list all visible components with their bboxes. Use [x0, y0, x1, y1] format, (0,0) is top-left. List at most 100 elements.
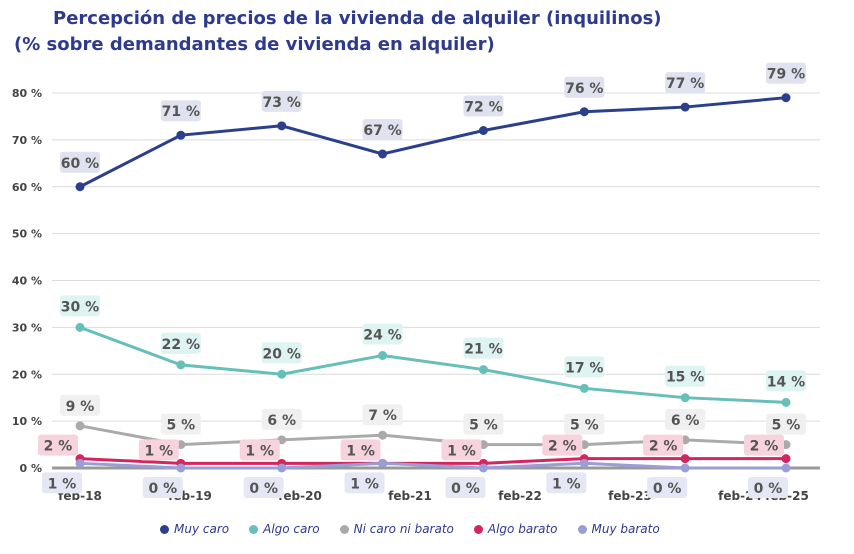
- data-point: [75, 182, 85, 192]
- data-label: 24 %: [363, 328, 401, 344]
- x-tick-label: feb-23: [608, 489, 652, 503]
- data-label-bg: [441, 439, 482, 461]
- data-label: 1 %: [447, 443, 476, 459]
- y-tick-label: 40 %: [12, 275, 42, 288]
- data-label: 20 %: [263, 346, 301, 362]
- data-label-bg: [60, 394, 100, 416]
- data-point: [378, 430, 388, 440]
- data-label: 60 %: [61, 156, 99, 172]
- data-label-bg: [766, 62, 806, 84]
- data-label: 1 %: [245, 443, 274, 459]
- data-label: 7 %: [368, 408, 397, 424]
- data-label-bg: [744, 434, 784, 456]
- data-label-bg: [142, 477, 183, 498]
- legend-item: Muy caro: [160, 522, 229, 536]
- data-point: [75, 421, 85, 431]
- data-label-bg: [42, 472, 82, 494]
- data-label: 1 %: [346, 443, 375, 459]
- data-label-bg: [463, 95, 504, 117]
- legend-label: Ni caro ni barato: [353, 522, 454, 536]
- data-label: 0 %: [451, 481, 480, 497]
- legend-marker-icon: [473, 524, 483, 534]
- data-point: [176, 360, 186, 370]
- data-label-bg: [647, 477, 688, 498]
- data-label: 2 %: [649, 439, 678, 455]
- data-label-bg: [261, 90, 302, 112]
- data-point: [277, 121, 287, 131]
- legend-label: Algo barato: [487, 522, 558, 536]
- data-point: [579, 107, 589, 117]
- data-point: [75, 322, 85, 332]
- legend-marker-icon: [339, 524, 349, 534]
- data-label: 1 %: [350, 476, 379, 492]
- data-point: [478, 463, 488, 473]
- data-label: 0 %: [249, 481, 278, 497]
- data-label: 2 %: [44, 439, 73, 455]
- data-label-bg: [463, 337, 504, 359]
- data-point: [579, 383, 589, 393]
- data-label: 72 %: [464, 100, 502, 116]
- data-label: 0 %: [754, 481, 783, 497]
- data-point: [680, 102, 690, 112]
- data-point: [680, 454, 690, 464]
- data-label: 1 %: [552, 476, 581, 492]
- data-label: 21 %: [464, 342, 502, 358]
- data-point: [478, 126, 488, 135]
- data-label-bg: [362, 323, 403, 345]
- data-point: [781, 463, 791, 473]
- data-label: 5 %: [167, 418, 196, 434]
- data-point: [378, 351, 388, 360]
- legend-label: Muy caro: [174, 522, 230, 536]
- data-label: 5 %: [469, 418, 498, 434]
- data-label-bg: [243, 477, 284, 498]
- data-label: 1 %: [48, 476, 77, 492]
- data-label-bg: [261, 342, 302, 364]
- data-label: 2 %: [750, 439, 779, 455]
- y-tick-label: 60 %: [12, 181, 42, 194]
- legend-item: Muy barato: [577, 522, 660, 536]
- data-label-bg: [665, 72, 706, 94]
- data-label-bg: [643, 434, 684, 456]
- data-label-bg: [665, 365, 706, 387]
- data-label: 71 %: [162, 104, 200, 120]
- data-label-bg: [766, 370, 806, 392]
- legend: Muy caro Algo caro Ni caro ni barato Algo b…: [160, 522, 660, 536]
- legend-marker-icon: [249, 524, 259, 534]
- data-label: 17 %: [565, 360, 603, 376]
- data-label-bg: [445, 477, 486, 498]
- data-point: [378, 149, 388, 159]
- data-label-bg: [160, 413, 201, 435]
- x-tick-label: feb-21: [388, 489, 432, 503]
- data-label-bg: [564, 76, 605, 98]
- x-tick-label: feb-20: [278, 489, 322, 503]
- x-tick-label: feb-22: [498, 489, 542, 503]
- data-label: 9 %: [66, 399, 95, 415]
- legend-item: Algo barato: [473, 522, 558, 536]
- data-label-bg: [261, 408, 302, 430]
- data-point: [277, 463, 287, 473]
- data-label-bg: [60, 151, 100, 173]
- data-label: 79 %: [767, 67, 805, 83]
- data-label-bg: [362, 118, 403, 140]
- y-tick-label: 10 %: [12, 415, 42, 428]
- y-tick-label: 20 %: [12, 368, 42, 381]
- data-label: 0 %: [149, 481, 178, 497]
- y-tick-label: 80 %: [12, 87, 42, 100]
- data-label-bg: [340, 439, 381, 461]
- series-line-4: [79, 461, 786, 470]
- data-point: [781, 93, 791, 103]
- data-label-bg: [542, 434, 583, 456]
- y-tick-label: 0 %: [19, 462, 42, 475]
- data-point: [781, 454, 791, 464]
- legend-item: Ni caro ni barato: [339, 522, 454, 536]
- data-point: [176, 130, 186, 140]
- data-point: [277, 369, 287, 379]
- data-label: 22 %: [162, 337, 200, 353]
- data-label-bg: [564, 413, 605, 435]
- data-label: 1 %: [145, 443, 174, 459]
- data-label-bg: [748, 477, 788, 498]
- y-tick-label: 30 %: [12, 321, 42, 334]
- data-label-bg: [138, 439, 179, 461]
- data-label-bg: [362, 404, 403, 426]
